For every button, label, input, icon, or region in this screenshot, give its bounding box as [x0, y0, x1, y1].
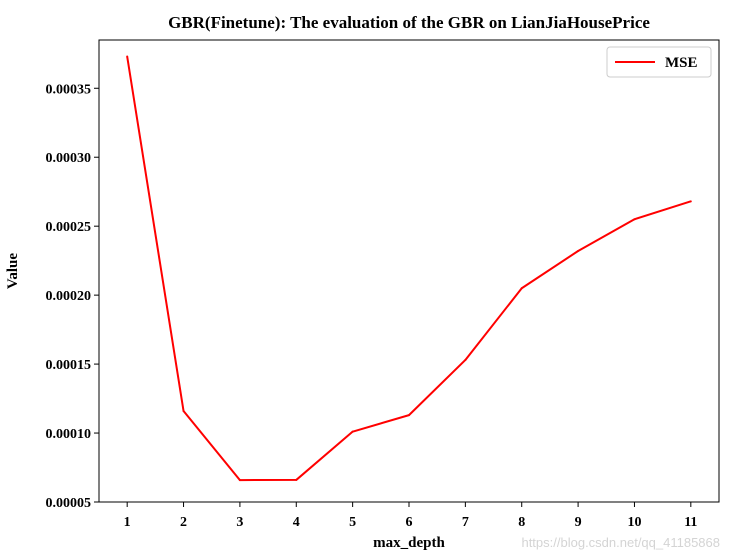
- data-point: [633, 218, 636, 221]
- data-point: [577, 250, 580, 253]
- data-point: [689, 200, 692, 203]
- y-tick-label: 0.00025: [46, 220, 92, 235]
- x-axis-label: max_depth: [373, 535, 445, 551]
- y-tick-label: 0.00010: [46, 427, 92, 442]
- y-axis-label: Value: [5, 253, 21, 289]
- x-tick-label: 8: [518, 515, 525, 530]
- x-tick-label: 11: [684, 515, 697, 530]
- data-point: [238, 479, 241, 482]
- data-point: [408, 414, 410, 417]
- y-tick-label: 0.00005: [46, 496, 92, 511]
- x-tick-label: 7: [462, 515, 469, 530]
- x-tick-label: 2: [180, 515, 187, 530]
- data-point: [295, 478, 298, 481]
- y-tick-label: 0.00030: [46, 151, 92, 166]
- x-tick-label: 6: [406, 515, 413, 530]
- chart-title: GBR(Finetune): The evaluation of the GBR…: [168, 13, 650, 32]
- x-tick-label: 10: [627, 515, 641, 530]
- data-point: [520, 287, 523, 290]
- y-tick-label: 0.00020: [46, 289, 92, 304]
- series-line-mse: [126, 56, 692, 482]
- y-tick-label: 0.00015: [46, 358, 92, 373]
- data-point: [464, 358, 467, 361]
- data-point: [126, 55, 129, 58]
- x-tick-label: 3: [236, 515, 243, 530]
- x-tick-label: 9: [575, 515, 582, 530]
- y-tick-label: 0.00035: [46, 82, 92, 97]
- legend-box: [606, 46, 712, 78]
- plot-area: 1 2 3 4 5 6 7 8 9 10 11 0.00005 0.00010 0.00015 0.0002…: [46, 39, 720, 530]
- axes-frame: [98, 39, 720, 503]
- x-tick-label: 1: [124, 515, 131, 530]
- data-point: [182, 409, 185, 412]
- watermark: https://blog.csdn.net/qq_41185868: [521, 535, 720, 550]
- legend: MSE: [606, 46, 712, 78]
- legend-label-mse: MSE: [665, 55, 698, 71]
- data-point: [351, 430, 354, 433]
- x-tick-label: 4: [293, 515, 300, 530]
- x-tick-label: 5: [349, 515, 356, 530]
